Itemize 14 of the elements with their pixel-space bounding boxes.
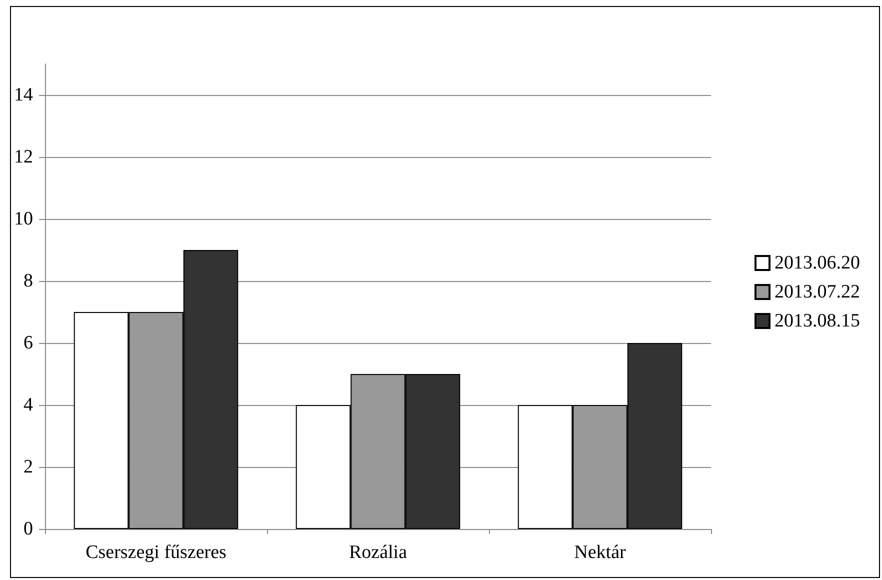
y-tick-label: 2 [24,456,33,478]
x-tick-label: Nektár [574,542,627,563]
x-tick-label: Rozália [348,542,408,563]
legend-label: 2013.07.22 [774,282,860,302]
y-tick-label: 8 [24,270,33,292]
y-tick-label: 4 [24,394,34,416]
legend-label: 2013.06.20 [774,252,860,274]
y-tick-label: 6 [24,332,33,354]
x-tick-label: Cserszegi fűszeres [86,542,226,563]
legend-label: 2013.08.15 [774,310,860,332]
y-tick-label: 12 [14,146,33,168]
y-tick-label: 0 [24,518,33,540]
y-tick-label: 10 [14,208,33,230]
y-tick-label: 14 [14,84,34,106]
